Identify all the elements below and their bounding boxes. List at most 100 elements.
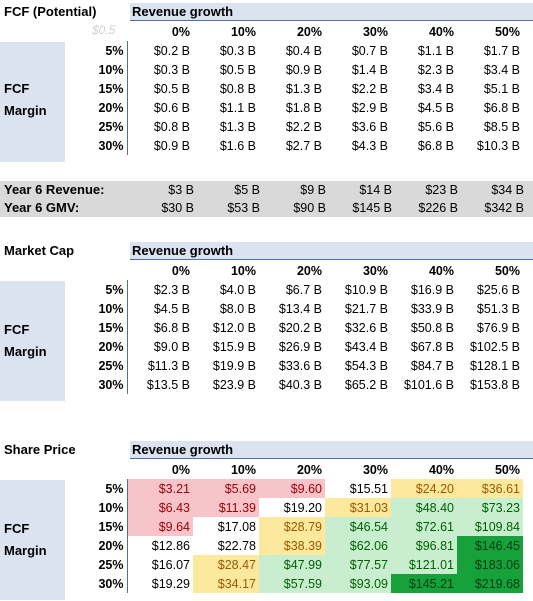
market-cap-cell[interactable]: $102.5 B — [469, 339, 520, 354]
market-cap-cell[interactable]: $6.7 B — [285, 282, 322, 297]
market-cap-cell[interactable]: $20.2 B — [278, 320, 322, 335]
fcf-cell[interactable]: $3.6 B — [351, 119, 388, 134]
market-cap-cell[interactable]: $128.1 B — [469, 358, 520, 373]
fcf-cell[interactable]: $1.3 B — [285, 81, 322, 96]
year6-gmv-value[interactable]: $53 B — [227, 201, 260, 215]
share-price-cell[interactable]: $57.59 — [259, 574, 325, 593]
fcf-cell[interactable]: $0.9 B — [153, 138, 190, 153]
year6-revenue-value[interactable]: $14 B — [359, 183, 392, 197]
share-price-cell[interactable]: $73.23 — [457, 498, 523, 517]
market-cap-cell[interactable]: $84.7 B — [410, 358, 454, 373]
share-price-cell[interactable]: $146.45 — [457, 536, 523, 555]
market-cap-cell[interactable]: $43.4 B — [344, 339, 388, 354]
share-price-cell[interactable]: $11.39 — [193, 498, 259, 517]
market-cap-cell[interactable]: $153.8 B — [469, 377, 520, 392]
share-price-cell[interactable]: $19.20 — [259, 498, 325, 517]
year6-revenue-value[interactable]: $9 B — [300, 183, 326, 197]
share-price-cell[interactable]: $77.57 — [325, 555, 391, 574]
market-cap-cell[interactable]: $13.4 B — [278, 301, 322, 316]
share-price-cell[interactable]: $16.07 — [127, 555, 193, 574]
fcf-cell[interactable]: $1.7 B — [483, 43, 520, 58]
share-price-cell[interactable]: $145.21 — [391, 574, 457, 593]
share-price-cell[interactable]: $47.99 — [259, 555, 325, 574]
market-cap-cell[interactable]: $12.0 B — [212, 320, 256, 335]
market-cap-cell[interactable]: $101.6 B — [403, 377, 454, 392]
fcf-cell[interactable]: $0.7 B — [351, 43, 388, 58]
fcf-cell[interactable]: $5.1 B — [483, 81, 520, 96]
fcf-cell[interactable]: $1.8 B — [285, 100, 322, 115]
share-price-cell[interactable]: $48.40 — [391, 498, 457, 517]
market-cap-cell[interactable]: $54.3 B — [344, 358, 388, 373]
share-price-cell[interactable]: $28.47 — [193, 555, 259, 574]
market-cap-cell[interactable]: $50.8 B — [410, 320, 454, 335]
fcf-cell[interactable]: $0.2 B — [153, 43, 190, 58]
fcf-cell[interactable]: $0.5 B — [219, 62, 256, 77]
market-cap-cell[interactable]: $67.8 B — [410, 339, 454, 354]
share-price-cell[interactable]: $121.01 — [391, 555, 457, 574]
fcf-cell[interactable]: $1.1 B — [417, 43, 454, 58]
fcf-cell[interactable]: $6.8 B — [483, 100, 520, 115]
fcf-cell[interactable]: $0.6 B — [153, 100, 190, 115]
year6-gmv-value[interactable]: $90 B — [293, 201, 326, 215]
fcf-cell[interactable]: $0.9 B — [285, 62, 322, 77]
fcf-cell[interactable]: $8.5 B — [483, 119, 520, 134]
fcf-cell[interactable]: $3.4 B — [483, 62, 520, 77]
market-cap-cell[interactable]: $8.0 B — [219, 301, 256, 316]
year6-revenue-value[interactable]: $3 B — [168, 183, 194, 197]
share-price-cell[interactable]: $36.61 — [457, 479, 523, 498]
share-price-cell[interactable]: $19.29 — [127, 574, 193, 593]
fcf-cell[interactable]: $2.7 B — [285, 138, 322, 153]
year6-revenue-value[interactable]: $5 B — [234, 183, 260, 197]
share-price-cell[interactable]: $62.06 — [325, 536, 391, 555]
year6-gmv-value[interactable]: $30 B — [161, 201, 194, 215]
share-price-cell[interactable]: $34.17 — [193, 574, 259, 593]
share-price-cell[interactable]: $3.21 — [127, 479, 193, 498]
share-price-cell[interactable]: $9.64 — [127, 517, 193, 536]
fcf-cell[interactable]: $2.2 B — [285, 119, 322, 134]
market-cap-cell[interactable]: $33.9 B — [410, 301, 454, 316]
year6-gmv-value[interactable]: $226 B — [418, 201, 458, 215]
share-price-cell[interactable]: $22.78 — [193, 536, 259, 555]
fcf-cell[interactable]: $3.4 B — [417, 81, 454, 96]
market-cap-cell[interactable]: $23.9 B — [212, 377, 256, 392]
fcf-cell[interactable]: $0.4 B — [285, 43, 322, 58]
market-cap-cell[interactable]: $4.0 B — [219, 282, 256, 297]
market-cap-cell[interactable]: $32.6 B — [344, 320, 388, 335]
market-cap-cell[interactable]: $11.3 B — [147, 358, 190, 373]
fcf-cell[interactable]: $4.3 B — [351, 138, 388, 153]
fcf-cell[interactable]: $10.3 B — [476, 138, 520, 153]
fcf-cell[interactable]: $1.3 B — [219, 119, 256, 134]
market-cap-cell[interactable]: $33.6 B — [278, 358, 322, 373]
fcf-cell[interactable]: $0.3 B — [219, 43, 256, 58]
share-price-cell[interactable]: $93.09 — [325, 574, 391, 593]
share-price-cell[interactable]: $6.43 — [127, 498, 193, 517]
fcf-cell[interactable]: $0.3 B — [153, 62, 190, 77]
fcf-cell[interactable]: $0.8 B — [153, 119, 190, 134]
market-cap-cell[interactable]: $2.3 B — [153, 282, 190, 297]
year6-revenue-value[interactable]: $23 B — [425, 183, 458, 197]
fcf-cell[interactable]: $1.6 B — [219, 138, 256, 153]
share-price-cell[interactable]: $9.60 — [259, 479, 325, 498]
market-cap-cell[interactable]: $76.9 B — [476, 320, 520, 335]
fcf-cell[interactable]: $0.8 B — [219, 81, 256, 96]
market-cap-cell[interactable]: $10.9 B — [344, 282, 388, 297]
share-price-cell[interactable]: $219.68 — [457, 574, 523, 593]
share-price-cell[interactable]: $96.81 — [391, 536, 457, 555]
market-cap-cell[interactable]: $25.6 B — [476, 282, 520, 297]
market-cap-cell[interactable]: $40.3 B — [278, 377, 322, 392]
year6-revenue-value[interactable]: $34 B — [491, 183, 524, 197]
fcf-cell[interactable]: $1.4 B — [351, 62, 388, 77]
market-cap-cell[interactable]: $4.5 B — [153, 301, 190, 316]
fcf-cell[interactable]: $2.3 B — [417, 62, 454, 77]
market-cap-cell[interactable]: $13.5 B — [146, 377, 190, 392]
share-price-cell[interactable]: $109.84 — [457, 517, 523, 536]
share-price-cell[interactable]: $5.69 — [193, 479, 259, 498]
fcf-cell[interactable]: $2.2 B — [351, 81, 388, 96]
share-price-cell[interactable]: $183.06 — [457, 555, 523, 574]
fcf-cell[interactable]: $5.6 B — [417, 119, 454, 134]
share-price-cell[interactable]: $17.08 — [193, 517, 259, 536]
share-price-cell[interactable]: $38.39 — [259, 536, 325, 555]
fcf-cell[interactable]: $6.8 B — [417, 138, 454, 153]
share-price-cell[interactable]: $15.51 — [325, 479, 391, 498]
market-cap-cell[interactable]: $19.9 B — [212, 358, 256, 373]
